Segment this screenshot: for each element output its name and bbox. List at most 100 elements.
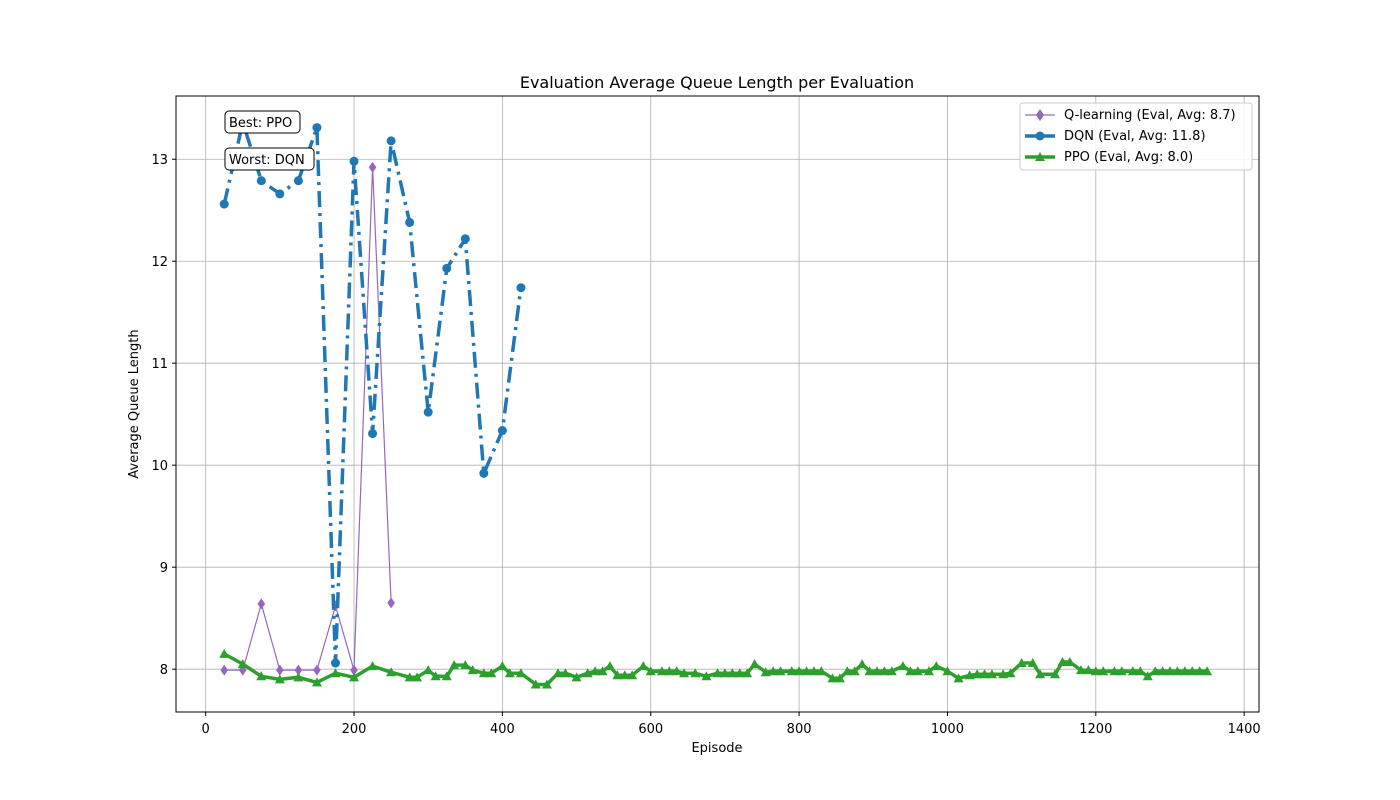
data-point — [1005, 668, 1016, 678]
data-point — [734, 668, 745, 678]
data-point — [504, 668, 515, 678]
data-point — [1035, 669, 1046, 679]
legend-label-dqn: DQN (Eval, Avg: 11.8) — [1064, 129, 1206, 144]
legend-entry-q-learning: Q-learning (Eval, Avg: 8.7) — [1025, 108, 1236, 123]
data-point — [842, 666, 853, 676]
data-point — [387, 597, 395, 609]
data-point — [701, 671, 712, 681]
y-tick-label: 10 — [151, 459, 168, 474]
data-point — [912, 666, 923, 676]
data-point — [516, 283, 526, 293]
data-point — [942, 666, 953, 676]
data-point — [530, 679, 541, 689]
data-point — [349, 672, 360, 682]
data-point — [479, 468, 489, 478]
data-point — [760, 667, 771, 677]
data-point — [727, 668, 738, 678]
data-point — [386, 667, 397, 677]
data-point — [486, 668, 497, 678]
data-point — [1172, 666, 1183, 676]
data-point — [582, 668, 593, 678]
y-tick-label: 8 — [160, 663, 168, 678]
data-point — [1057, 657, 1068, 667]
annotation-worst-text: Worst: DQN — [229, 153, 305, 168]
plot-area — [219, 118, 1213, 689]
data-point — [349, 156, 359, 166]
data-point — [1109, 666, 1120, 676]
annotation-worst-box — [224, 147, 315, 171]
data-point — [742, 668, 753, 678]
data-point — [1098, 666, 1109, 676]
data-point — [257, 598, 266, 610]
data-point — [274, 674, 285, 684]
data-point — [864, 666, 875, 676]
data-point — [1090, 666, 1101, 676]
legend: Q-learning (Eval, Avg: 8.7) DQN (Eval, A… — [1019, 102, 1253, 171]
data-point — [808, 666, 819, 676]
data-point — [905, 666, 916, 676]
data-point — [979, 669, 990, 679]
data-point — [794, 666, 805, 676]
data-point — [656, 666, 667, 676]
data-point — [1179, 666, 1190, 676]
data-point — [430, 671, 441, 681]
data-point — [972, 669, 983, 679]
data-point — [931, 661, 942, 671]
data-point — [816, 666, 827, 676]
data-point — [478, 668, 489, 678]
data-point — [1142, 671, 1153, 681]
series-2 — [219, 648, 1213, 689]
data-point — [571, 672, 582, 682]
data-point — [460, 234, 470, 244]
data-point — [497, 661, 508, 671]
triangle-marker-icon — [1035, 152, 1045, 161]
y-tick-label: 12 — [151, 255, 168, 270]
data-point — [849, 666, 860, 676]
legend-box — [1019, 102, 1253, 171]
data-point — [1202, 666, 1213, 676]
series-line — [222, 120, 523, 665]
data-point — [871, 666, 882, 676]
data-point — [1075, 665, 1086, 675]
data-point — [590, 666, 601, 676]
data-point — [256, 671, 267, 681]
data-point — [386, 136, 396, 146]
y-tick-label: 11 — [151, 357, 168, 372]
data-point — [1187, 666, 1198, 676]
x-tick-label: 1200 — [1079, 722, 1112, 737]
data-point — [311, 677, 322, 687]
data-point — [405, 217, 415, 227]
data-point — [275, 189, 285, 199]
data-point — [612, 670, 623, 680]
data-point — [330, 668, 341, 678]
data-point — [313, 664, 321, 676]
data-point — [897, 661, 908, 671]
data-point — [460, 660, 471, 670]
data-point — [1016, 658, 1027, 668]
x-tick-label: 1000 — [931, 722, 964, 737]
data-point — [541, 679, 552, 689]
data-point — [220, 664, 229, 676]
data-point — [827, 673, 838, 683]
data-point — [879, 666, 890, 676]
data-point — [679, 668, 690, 678]
series-0 — [220, 161, 395, 676]
data-point — [497, 426, 507, 436]
data-point — [350, 664, 358, 676]
x-tick-label: 800 — [787, 722, 812, 737]
y-tick-label: 13 — [151, 153, 168, 168]
data-point — [1164, 666, 1175, 676]
data-point — [1027, 658, 1038, 668]
data-point — [964, 670, 975, 680]
x-tick-label: 1400 — [1228, 722, 1261, 737]
annotation-worst: Worst: DQN — [224, 147, 315, 171]
data-point — [834, 673, 845, 683]
data-point — [1127, 666, 1138, 676]
legend-label-ppo: PPO (Eval, Avg: 8.0) — [1064, 150, 1193, 165]
x-tick-label: 200 — [342, 722, 367, 737]
data-point — [638, 661, 649, 671]
data-point — [367, 661, 378, 671]
data-point — [768, 666, 779, 676]
x-axis-label: Episode — [691, 741, 742, 756]
data-point — [404, 672, 415, 682]
